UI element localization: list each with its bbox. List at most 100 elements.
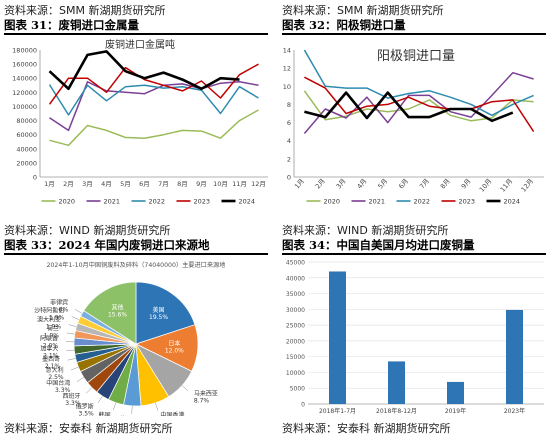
x-tick-label: 7月	[158, 180, 169, 188]
y-tick-label: 10	[283, 83, 291, 91]
y-tick-label: 0	[301, 402, 305, 409]
y-tick-label: 2	[287, 155, 291, 163]
x-tick-label: 2018年1-7月	[319, 407, 356, 415]
pie-leader-15	[71, 316, 80, 320]
series-line-2020	[49, 109, 259, 147]
title-rule-33	[4, 253, 268, 255]
chart-title: 2024年1-10月中国铜废料及碎料（74040000）主要进口来源地	[47, 261, 226, 269]
title-rule-34	[282, 253, 546, 255]
pie-label-7: 西班牙	[63, 392, 81, 400]
y-tick-label: 40000	[16, 145, 37, 153]
y-tick-label: 80000	[16, 117, 37, 125]
chart-34: 0 5000 10000 15000 20000 25000 30000 35000 40000…	[276, 256, 550, 416]
pie-leader-14	[68, 324, 77, 328]
bar-1	[388, 361, 405, 404]
bar-2	[447, 381, 464, 404]
pie-value-0: 19.5%	[149, 314, 168, 321]
legend-label-2022: 2022	[414, 198, 431, 206]
pie-leader-7	[86, 387, 93, 394]
x-tick-label: 7月	[418, 177, 431, 190]
y-tick-label: 14	[283, 47, 291, 55]
pie-label-1: 日本	[168, 340, 180, 348]
y-tick-label: 6	[287, 119, 291, 127]
pie-leader-10	[67, 358, 76, 361]
legend-label-2020: 2020	[59, 198, 76, 206]
series-line-2023	[304, 76, 535, 133]
pie-value-14: 1.9%	[46, 323, 62, 330]
pie-label-4: 英国	[119, 415, 131, 416]
pie-leader-6	[97, 395, 103, 403]
pie-label-3: 中国香港	[160, 411, 184, 416]
pie-value-6: 3.5%	[79, 411, 95, 416]
x-tick-label: 11月	[499, 177, 515, 193]
pie-leader-9	[70, 366, 79, 371]
legend-label-2021: 2021	[369, 198, 386, 206]
x-tick-label: 2023年	[504, 407, 525, 415]
y-tick-label: 160000	[12, 61, 37, 69]
figure-title-31: 图表 31：废铜进口金属量	[4, 18, 140, 32]
line-chart-31: 废铜进口金属吨 0 20000 40000 60000 80000 100000 120000…	[12, 38, 268, 206]
y-tick-label: 8	[287, 101, 291, 109]
pie-value-10: 2.1%	[45, 363, 61, 370]
figure-title-33: 图表 33：2024 年国内废铜进口来源地	[4, 238, 210, 252]
bar-0	[329, 271, 346, 404]
pie-value-15: 1.9%	[49, 314, 65, 321]
figure-title-34: 图表 34：中国自美国月均进口废铜量	[282, 238, 475, 252]
x-tick-label: 1月	[293, 177, 306, 190]
pie-label-10: 墨西哥	[42, 356, 60, 363]
source-note-31: 资料来源：SMM 新湖期货研究所	[4, 4, 166, 17]
y-tick-label: 10000	[286, 370, 305, 377]
chart-title: 阳极铜进口量	[377, 49, 455, 64]
line-chart-32: 阳极铜进口量 0 2 4 6 8 10 12 14 1月 2月 3月 4月 5月 6月 7月 8月 9月 10月 11…	[283, 47, 544, 206]
pie-label-6: 俄罗斯	[76, 403, 94, 411]
x-tick-label: 9月	[196, 180, 207, 188]
title-rule-31	[4, 33, 268, 35]
y-tick-label: 0	[33, 174, 37, 182]
x-tick-label: 1月	[44, 180, 55, 188]
series-line-2023	[48, 63, 259, 105]
chart-32: 阳极铜进口量 0 2 4 6 8 10 12 14 1月 2月 3月 4月 5月 6月 7月 8月 9月 10月 11…	[276, 36, 550, 214]
x-tick-label: 4月	[101, 180, 112, 188]
x-tick-label: 2019年	[445, 407, 466, 415]
pie-value-7: 3.3%	[65, 400, 81, 407]
x-tick-label: 10月	[478, 177, 494, 193]
y-tick-label: 20000	[16, 159, 37, 167]
y-tick-label: 30000	[286, 307, 305, 314]
legend-label-2020: 2020	[324, 198, 341, 206]
legend-label-2023: 2023	[459, 198, 476, 206]
pie-value-13: 1.9%	[44, 333, 60, 340]
x-tick-label: 12月	[251, 180, 266, 188]
pie-value-12: 2.0%	[43, 342, 59, 349]
x-tick-label: 8月	[177, 180, 188, 188]
y-tick-label: 15000	[286, 354, 305, 361]
series-line-2024	[304, 91, 514, 123]
pie-value-11: 2.1%	[43, 353, 59, 360]
figure-title-32: 图表 32：阳极铜进口量	[282, 18, 406, 32]
series-line-2022	[48, 84, 259, 116]
x-tick-label: 5月	[376, 177, 389, 190]
pie-value-8: 3.3%	[55, 387, 71, 394]
x-tick-label: 2月	[314, 177, 327, 190]
pie-value-1: 12.0%	[165, 348, 184, 355]
legend-label-2024: 2024	[504, 198, 521, 206]
source-note-33: 资料来源：WIND 新湖期货研究所	[4, 224, 171, 237]
pie-leader-2	[181, 385, 189, 392]
pie-label-8: 中国台湾	[46, 379, 70, 387]
x-tick-label: 10月	[213, 180, 228, 188]
x-tick-label: 6月	[397, 177, 410, 190]
x-tick-label: 12月	[519, 177, 535, 193]
y-tick-label: 20000	[286, 338, 305, 345]
y-tick-label: 120000	[12, 89, 37, 97]
pie-value-16: 1.6%	[53, 307, 69, 314]
chart-33: 2024年1-10月中国铜废料及碎料（74040000）主要进口来源地美国 19.…	[0, 256, 272, 416]
pie-chart-33: 2024年1-10月中国铜废料及碎料（74040000）主要进口来源地美国19.…	[34, 261, 226, 416]
x-tick-label: 3月	[82, 180, 93, 188]
title-rule-32	[282, 33, 546, 35]
y-tick-label: 180000	[12, 47, 37, 55]
pie-label-0: 美国	[153, 306, 165, 314]
pie-label-2: 马来西亚	[194, 389, 218, 397]
pie-label-12: 阿联酋	[40, 334, 58, 342]
legend-label-2023: 2023	[194, 198, 211, 206]
series-line-2021	[303, 71, 534, 134]
pie-value-17: 15.6%	[108, 311, 127, 318]
